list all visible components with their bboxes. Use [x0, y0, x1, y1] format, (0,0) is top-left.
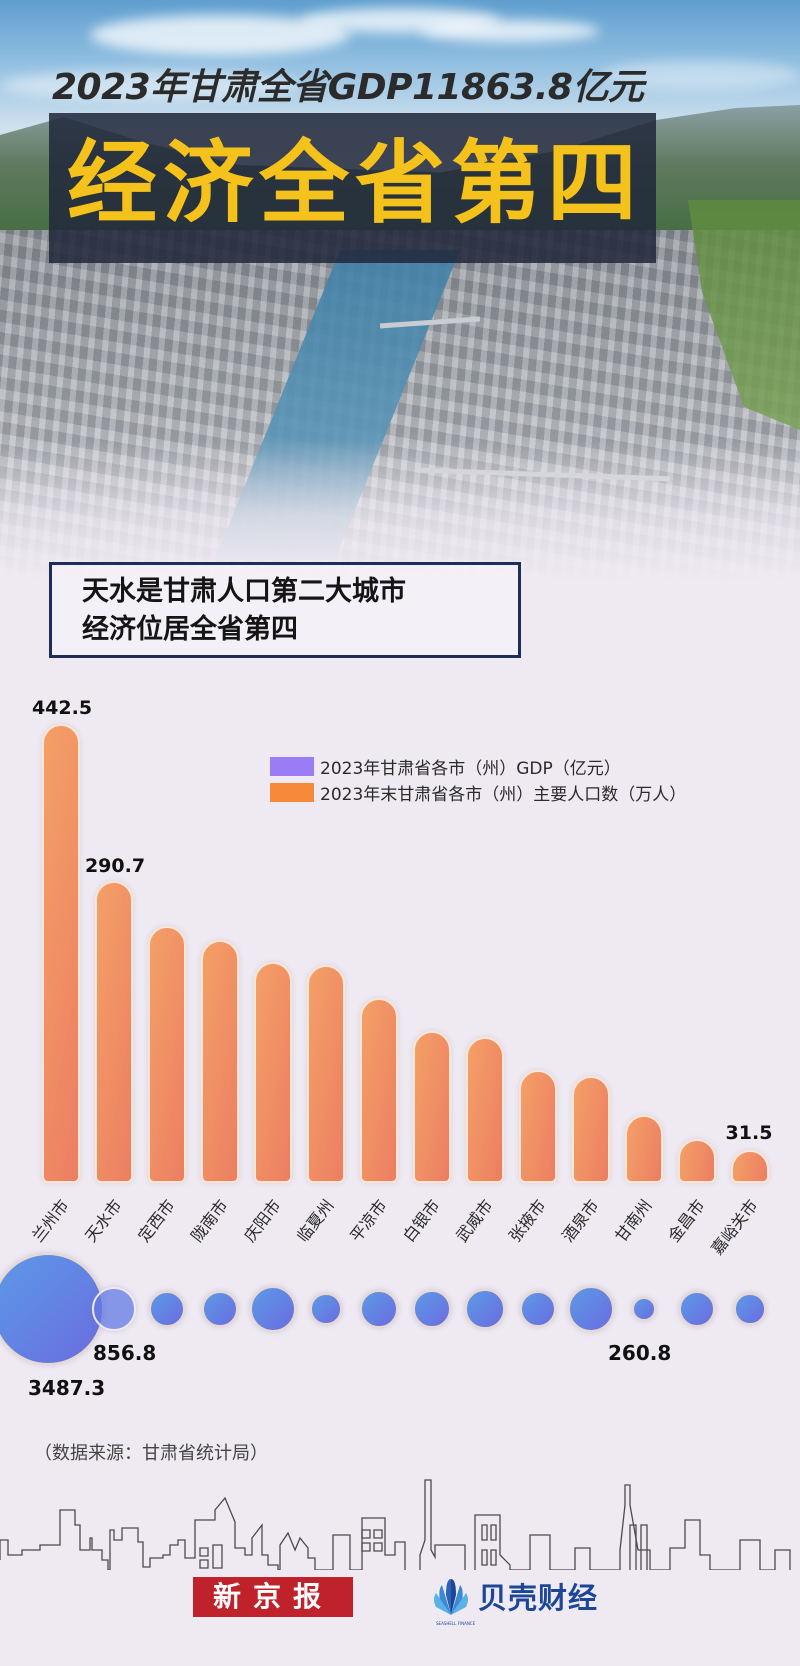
legend-swatch-orange [270, 782, 314, 802]
population-bar [360, 998, 398, 1183]
beike-finance-name: 贝壳财经 [478, 1581, 599, 1615]
gdp-bubble [148, 1290, 186, 1328]
population-bar [678, 1139, 716, 1183]
population-bar [572, 1076, 610, 1183]
beike-finance-tagline: SEASHELL FINANCE [436, 1621, 476, 1626]
population-bar [42, 724, 80, 1183]
data-source: （数据来源：甘肃省统计局） [34, 1443, 268, 1464]
chart-legend: 2023年甘肃省各市（州）GDP（亿元） 2023年末甘肃省各市（州）主要人口数… [270, 753, 686, 805]
population-bar [95, 881, 133, 1183]
gdp-bubble [360, 1290, 398, 1328]
bar-value-jiayuguan: 31.5 [725, 1122, 773, 1144]
gdp-bubble [310, 1293, 342, 1325]
population-bar [413, 1030, 451, 1183]
gdp-bubble [678, 1290, 716, 1328]
population-bar [148, 925, 186, 1183]
bubble-value-tianshui: 856.8 [93, 1341, 157, 1365]
gdp-bubble [413, 1290, 451, 1328]
beike-finance-logo: 贝壳财经 SEASHELL FINANCE [430, 1575, 599, 1626]
legend-item-gdp: 2023年甘肃省各市（州）GDP（亿元） [270, 753, 686, 779]
title-banner [49, 113, 656, 263]
population-bar [254, 962, 292, 1183]
hero-photo: 2023年甘肃全省GDP11863.8亿元 经济全省第四 [0, 0, 800, 600]
population-bar [466, 1036, 504, 1183]
callout-line-2: 经济位居全省第四 [82, 614, 298, 645]
legend-item-population: 2023年末甘肃省各市（州）主要人口数（万人） [270, 779, 686, 805]
bubble-value-gannan: 260.8 [608, 1341, 672, 1365]
gdp-bubble [632, 1297, 656, 1321]
population-bar [519, 1069, 557, 1183]
population-bar [307, 965, 345, 1183]
bar-value-lanzhou: 442.5 [31, 697, 93, 719]
xinjingbao-logo: 新京报 [193, 1577, 353, 1617]
population-bar [201, 940, 239, 1183]
population-bar [731, 1150, 769, 1183]
gdp-bubble [92, 1287, 136, 1331]
chart: 2023年甘肃省各市（州）GDP（亿元） 2023年末甘肃省各市（州）主要人口数… [0, 660, 800, 1400]
gdp-bubble [249, 1285, 297, 1333]
gdp-bubble [734, 1293, 766, 1325]
population-bar [625, 1114, 663, 1183]
callout-box: 天水是甘肃人口第二大城市 经济位居全省第四 [49, 562, 521, 658]
headline-subtitle: 2023年甘肃全省GDP11863.8亿元 [52, 67, 644, 108]
bar-value-tianshui: 290.7 [84, 855, 146, 877]
callout-line-1: 天水是甘肃人口第二大城市 [82, 576, 406, 607]
headline-title: 经济全省第四 [67, 131, 643, 236]
gdp-bubble [0, 1253, 104, 1365]
seashell-icon [434, 1579, 468, 1615]
bubble-value-lanzhou: 3487.3 [28, 1376, 106, 1400]
city-skyline-illustration [0, 1479, 791, 1570]
legend-swatch-purple [270, 756, 314, 776]
gdp-bubble [519, 1290, 557, 1328]
gdp-bubble [201, 1290, 239, 1328]
gdp-bubble [568, 1286, 614, 1332]
gdp-bubble [465, 1289, 505, 1329]
